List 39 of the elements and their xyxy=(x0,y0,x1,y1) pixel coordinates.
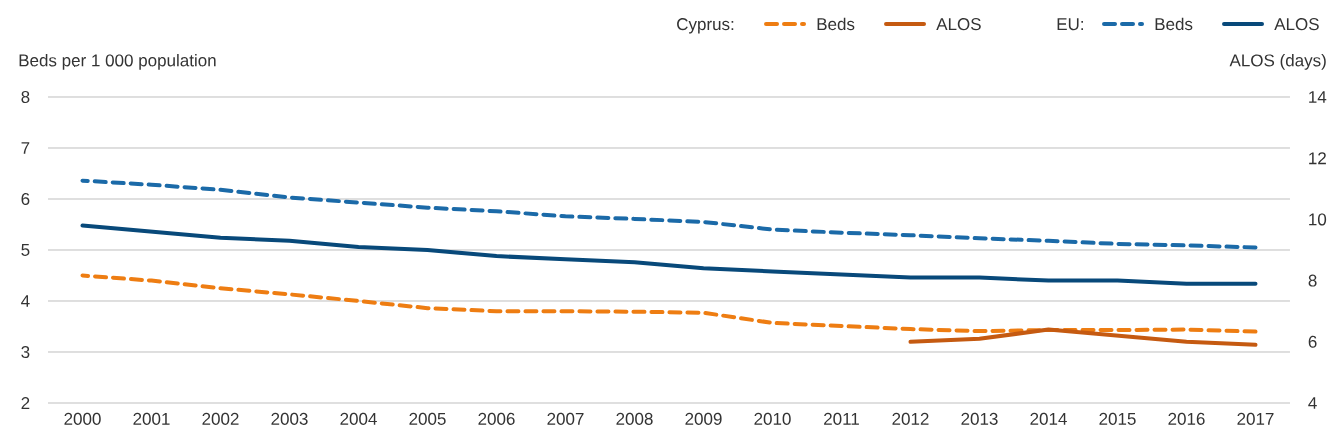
x-tick-label: 2016 xyxy=(1168,412,1205,425)
x-tick-label: 2006 xyxy=(478,412,515,425)
y-tick-label: 2 xyxy=(21,397,30,409)
text: EU: xyxy=(1057,18,1083,31)
legend-label: Beds xyxy=(1155,17,1193,31)
y-tick-label: 3 xyxy=(21,345,30,359)
x-tick-label: 2008 xyxy=(616,412,653,425)
y2-tick-label: 14 xyxy=(1309,91,1327,103)
legend-label: ALOS xyxy=(936,18,981,31)
x-tick-label: 2010 xyxy=(754,412,791,425)
y-tick-label: 8 xyxy=(21,90,30,104)
x-tick-label: 2002 xyxy=(202,412,239,425)
legend-label: ALOS xyxy=(1274,18,1319,31)
x-tick-label: 2014 xyxy=(1030,412,1067,425)
legend-label: Beds xyxy=(817,17,855,31)
y-tick-label: 5 xyxy=(21,244,30,256)
x-tick-label: 2005 xyxy=(409,412,446,425)
text: Cyprus: xyxy=(677,18,734,34)
x-tick-label: 2009 xyxy=(685,412,722,425)
y-tick-label: 6 xyxy=(21,192,30,206)
y2-tick-label: 8 xyxy=(1308,274,1317,287)
y2-tick-label: 10 xyxy=(1309,213,1327,226)
y2-axis-title: ALOS (days) xyxy=(1229,53,1326,70)
x-tick-label: 2000 xyxy=(64,412,101,425)
y-tick-label: 7 xyxy=(21,142,30,154)
x-tick-label: 2004 xyxy=(340,412,377,425)
x-tick-label: 2017 xyxy=(1237,412,1274,425)
x-tick-label: 2007 xyxy=(547,412,584,425)
x-tick-label: 2003 xyxy=(271,412,308,425)
x-tick-label: 2001 xyxy=(133,412,170,425)
y2-tick-label: 12 xyxy=(1309,152,1326,165)
x-tick-label: 2011 xyxy=(824,412,859,425)
x-tick-label: 2012 xyxy=(892,412,929,425)
x-tick-label: 2015 xyxy=(1099,412,1136,425)
y-tick-label: 4 xyxy=(21,295,30,307)
y2-tick-label: 4 xyxy=(1308,397,1317,409)
y2-tick-label: 6 xyxy=(1308,335,1317,348)
x-tick-label: 2013 xyxy=(961,412,998,425)
y-axis-title: Beds per 1 000 population xyxy=(19,53,216,70)
